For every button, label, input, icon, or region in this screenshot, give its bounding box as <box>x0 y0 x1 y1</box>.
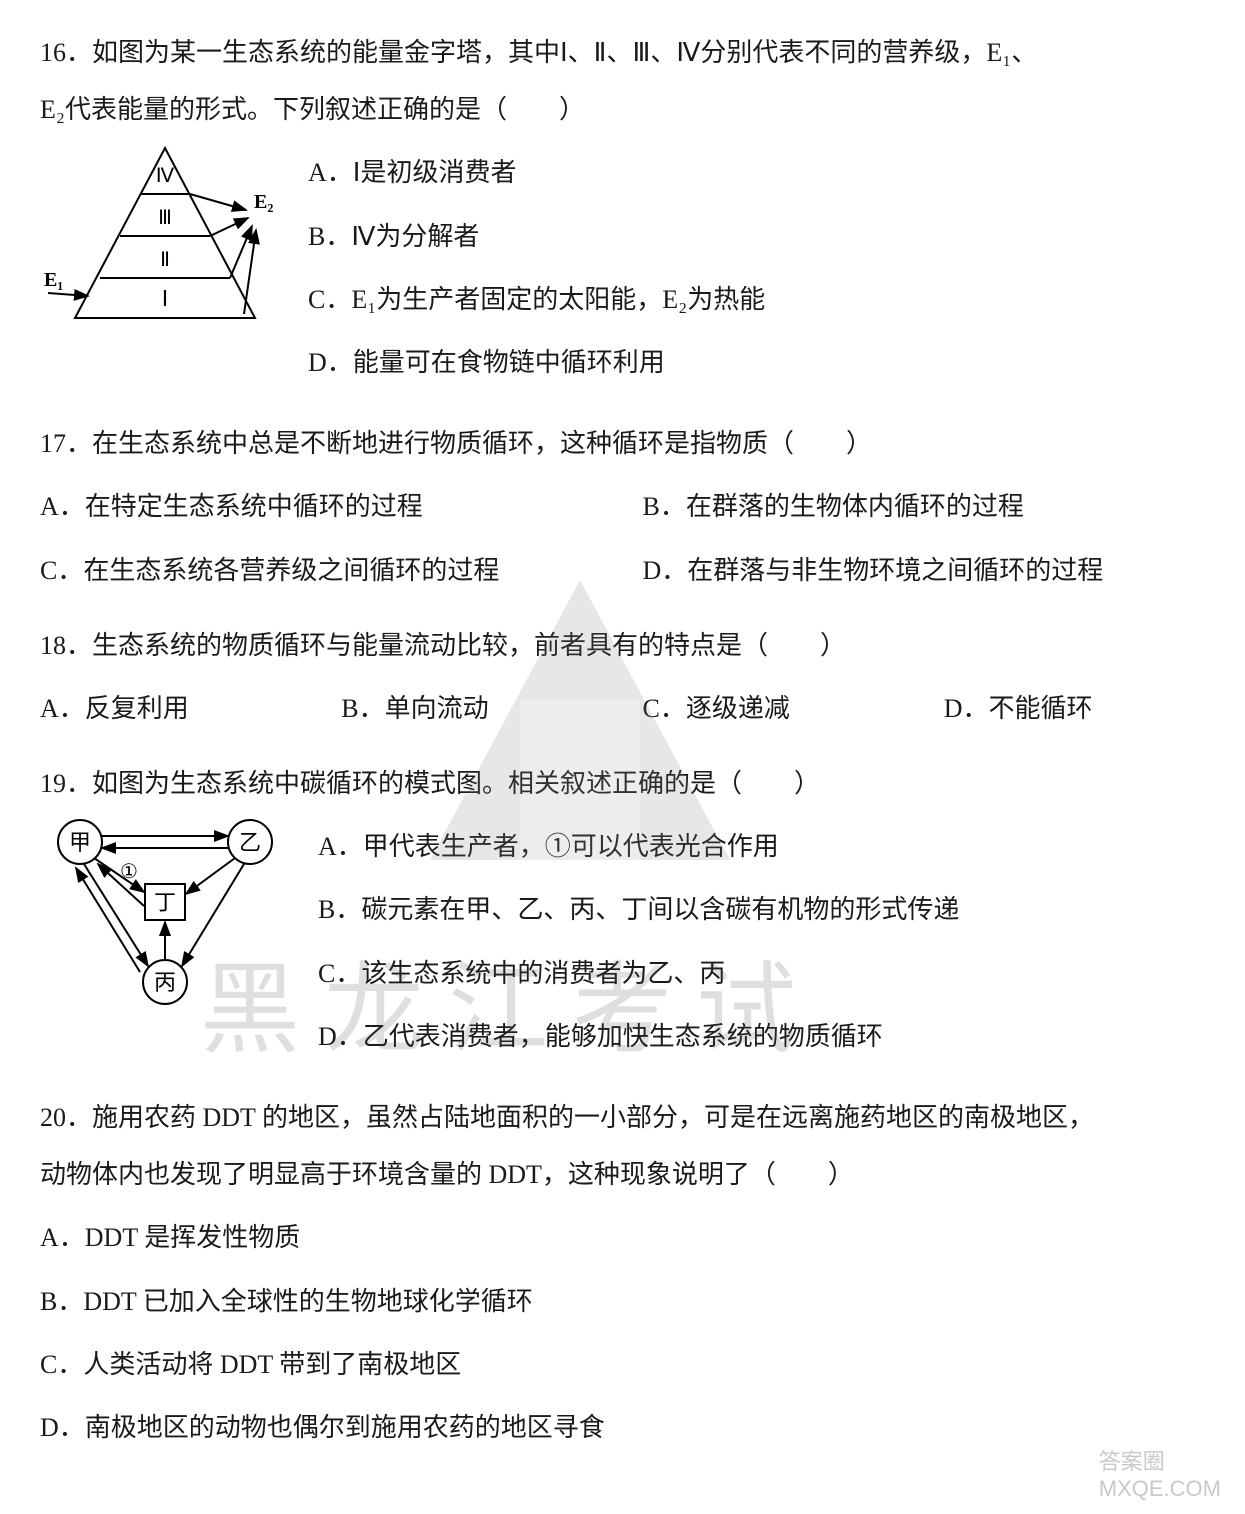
q19-node-bing: 丙 <box>154 970 176 995</box>
q16-options: A．Ⅰ是初级消费者 B．Ⅳ为分解者 C．E₁为生产者固定的太阳能，E₂为热能 D… <box>308 138 1205 397</box>
q16-option-b: B．Ⅳ为分解者 <box>308 208 1205 265</box>
q16-label-e2: E₂ <box>254 191 273 213</box>
q18-option-a: A．反复利用 <box>40 680 301 737</box>
question-20: 20．施用农药 DDT 的地区，虽然占陆地面积的一小部分，可是在远离施药地区的南… <box>40 1089 1205 1456</box>
q17-option-a: A．在特定生态系统中循环的过程 <box>40 478 603 535</box>
q17-option-b: B．在群落的生物体内循环的过程 <box>643 478 1206 535</box>
q19-stem: 19．如图为生态系统中碳循环的模式图。相关叙述正确的是（ ） <box>40 755 1205 812</box>
q19-figure: 甲 乙 丙 丁 <box>40 812 290 1032</box>
q16-label-e1: E₁ <box>44 269 63 291</box>
q20-option-d: D．南极地区的动物也偶尔到施用农药的地区寻食 <box>40 1399 1205 1456</box>
q19-edge-label: ① <box>120 861 138 883</box>
q17-stem: 17．在生态系统中总是不断地进行物质循环，这种循环是指物质（ ） <box>40 415 1205 472</box>
q20-option-b: B．DDT 已加入全球性的生物地球化学循环 <box>40 1273 1205 1330</box>
q19-option-d: D．乙代表消费者，能够加快生态系统的物质循环 <box>318 1008 1205 1065</box>
question-18: 18．生态系统的物质循环与能量流动比较，前者具有的特点是（ ） A．反复利用 B… <box>40 617 1205 737</box>
corner-line2: MXQE.COM <box>1099 1476 1221 1502</box>
q19-node-jia: 甲 <box>69 830 91 855</box>
q16-option-d: D．能量可在食物链中循环利用 <box>308 334 1205 391</box>
q19-option-c: C．该生态系统中的消费者为乙、丙 <box>318 945 1205 1002</box>
corner-line1: 答案圈 <box>1099 1449 1221 1475</box>
q20-stem-line1: 20．施用农药 DDT 的地区，虽然占陆地面积的一小部分，可是在远离施药地区的南… <box>40 1089 1205 1146</box>
q20-option-c: C．人类活动将 DDT 带到了南极地区 <box>40 1336 1205 1393</box>
corner-watermark: 答案圈 MXQE.COM <box>1099 1449 1221 1502</box>
q20-option-a: A．DDT 是挥发性物质 <box>40 1209 1205 1266</box>
q16-option-a: A．Ⅰ是初级消费者 <box>308 144 1205 201</box>
q18-option-d: D．不能循环 <box>944 680 1205 737</box>
q19-node-yi: 乙 <box>239 830 261 855</box>
q17-option-c: C．在生态系统各营养级之间循环的过程 <box>40 542 603 599</box>
question-17: 17．在生态系统中总是不断地进行物质循环，这种循环是指物质（ ） A．在特定生态… <box>40 415 1205 599</box>
exam-page: 黑龙江考试 16．如图为某一生态系统的能量金字塔，其中Ⅰ、Ⅱ、Ⅲ、Ⅳ分别代表不同… <box>0 0 1245 1514</box>
q16-option-c: C．E₁为生产者固定的太阳能，E₂为热能 <box>308 271 1205 328</box>
q16-level-2: Ⅱ <box>160 249 170 271</box>
question-16: 16．如图为某一生态系统的能量金字塔，其中Ⅰ、Ⅱ、Ⅲ、Ⅳ分别代表不同的营养级，E… <box>40 24 1205 397</box>
q16-level-1: Ⅰ <box>162 286 169 311</box>
question-19: 19．如图为生态系统中碳循环的模式图。相关叙述正确的是（ ） 甲 乙 丙 <box>40 755 1205 1071</box>
q16-stem-line2: E₂代表能量的形式。下列叙述正确的是（ ） <box>40 81 1205 138</box>
q19-option-b: B．碳元素在甲、乙、丙、丁间以含碳有机物的形式传递 <box>318 881 1205 938</box>
q18-option-b: B．单向流动 <box>341 680 602 737</box>
q16-level-4: Ⅳ <box>156 165 175 187</box>
q19-option-a: A．甲代表生产者，①可以代表光合作用 <box>318 818 1205 875</box>
q20-stem-line2: 动物体内也发现了明显高于环境含量的 DDT，这种现象说明了（ ） <box>40 1146 1205 1203</box>
q16-level-3: Ⅲ <box>158 207 172 229</box>
q18-option-c: C．逐级递减 <box>643 680 904 737</box>
q19-node-ding: 丁 <box>154 890 176 915</box>
q19-options: A．甲代表生产者，①可以代表光合作用 B．碳元素在甲、乙、丙、丁间以含碳有机物的… <box>318 812 1205 1071</box>
q17-option-d: D．在群落与非生物环境之间循环的过程 <box>643 542 1206 599</box>
q16-stem-line1: 16．如图为某一生态系统的能量金字塔，其中Ⅰ、Ⅱ、Ⅲ、Ⅳ分别代表不同的营养级，E… <box>40 24 1205 81</box>
q16-figure: Ⅳ Ⅲ Ⅱ Ⅰ E₁ E₂ <box>40 138 280 348</box>
q18-stem: 18．生态系统的物质循环与能量流动比较，前者具有的特点是（ ） <box>40 617 1205 674</box>
